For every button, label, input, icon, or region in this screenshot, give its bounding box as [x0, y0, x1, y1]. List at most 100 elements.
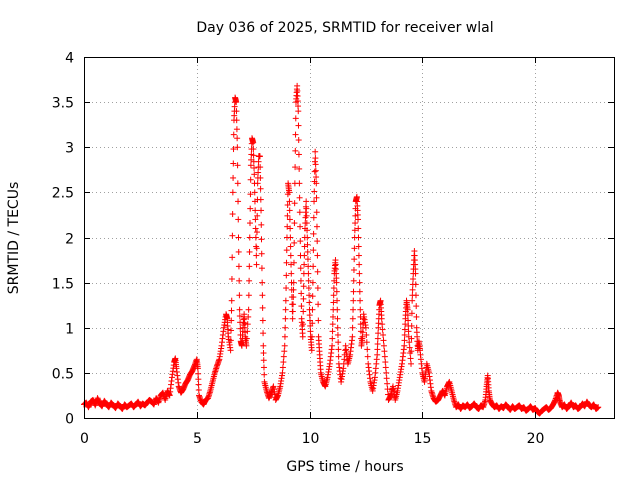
data-point	[281, 333, 288, 340]
data-point	[258, 236, 265, 243]
data-point	[295, 122, 302, 129]
y-tick-label: 1.5	[52, 277, 74, 293]
data-point	[334, 324, 341, 331]
data-point	[300, 283, 307, 290]
data-point	[335, 339, 342, 346]
data-point	[401, 326, 408, 333]
data-point	[315, 317, 322, 324]
data-point	[284, 212, 291, 219]
data-point	[235, 198, 242, 205]
data-point	[228, 327, 235, 334]
data-point	[313, 180, 320, 187]
data-point	[308, 347, 315, 354]
data-point	[233, 126, 240, 133]
data-point	[292, 115, 299, 122]
data-point	[286, 207, 293, 214]
data-point	[195, 370, 202, 377]
data-point	[230, 131, 237, 138]
data-point	[229, 254, 236, 261]
data-point	[235, 263, 242, 270]
data-point	[310, 247, 317, 254]
data-point	[227, 347, 234, 354]
data-point	[310, 230, 317, 237]
data-point	[408, 322, 415, 329]
data-point	[282, 306, 289, 313]
data-point	[290, 286, 297, 293]
x-tick-label: 0	[80, 431, 89, 447]
data-point	[260, 330, 267, 337]
data-point	[313, 209, 320, 216]
data-point	[405, 328, 412, 335]
data-point	[305, 277, 312, 284]
data-point	[304, 234, 311, 241]
data-point	[408, 348, 415, 355]
data-point	[330, 292, 337, 299]
data-point	[246, 234, 253, 241]
data-point	[401, 331, 408, 338]
y-tick-label: 0	[65, 412, 74, 428]
x-tick-label: 10	[302, 431, 320, 447]
data-point	[380, 331, 387, 338]
data-point	[303, 198, 310, 205]
data-point	[302, 209, 309, 216]
data-point	[355, 252, 362, 259]
data-point	[258, 221, 265, 228]
data-point	[297, 223, 304, 230]
data-point	[195, 381, 202, 388]
data-point	[329, 321, 336, 328]
data-point	[227, 337, 234, 344]
data-point	[229, 232, 236, 239]
data-point	[356, 288, 363, 295]
y-tick-label: 1	[65, 322, 74, 338]
data-point	[355, 216, 362, 223]
data-point	[374, 340, 381, 347]
data-point	[296, 180, 303, 187]
data-point	[230, 174, 237, 181]
data-point	[404, 306, 411, 313]
data-point	[299, 333, 306, 340]
data-point	[364, 346, 371, 353]
data-point	[408, 335, 415, 342]
data-point	[235, 234, 242, 241]
data-point	[287, 243, 294, 250]
data-point	[254, 212, 261, 219]
data-point	[412, 281, 419, 288]
data-point	[303, 205, 310, 212]
data-point	[413, 303, 420, 310]
data-point	[295, 137, 302, 144]
data-point	[282, 315, 289, 322]
data-point	[252, 216, 259, 223]
data-point	[283, 247, 290, 254]
data-point	[307, 328, 314, 335]
data-point	[313, 194, 320, 201]
data-point	[260, 350, 267, 357]
data-point	[246, 220, 253, 227]
data-point	[246, 248, 253, 255]
data-point	[312, 148, 319, 155]
data-point	[259, 292, 266, 299]
data-point	[257, 196, 264, 203]
data-point	[254, 180, 261, 187]
data-point	[305, 285, 312, 292]
chart-title: Day 036 of 2025, SRMTID for receiver wla…	[196, 20, 493, 36]
data-point	[291, 220, 298, 227]
data-point	[233, 108, 240, 115]
data-point	[195, 376, 202, 383]
data-point	[258, 250, 265, 257]
data-point	[195, 387, 202, 394]
data-point	[279, 369, 286, 376]
data-point	[309, 293, 316, 300]
y-tick-label: 2.5	[52, 186, 74, 202]
x-tick-label: 5	[193, 431, 202, 447]
data-point	[294, 98, 301, 105]
data-point	[259, 304, 266, 311]
data-point	[287, 225, 294, 232]
data-point	[301, 261, 308, 268]
data-point	[259, 317, 266, 324]
data-point	[229, 189, 236, 196]
data-point	[260, 364, 267, 371]
data-point	[244, 328, 251, 335]
data-point	[296, 194, 303, 201]
data-point	[253, 252, 260, 259]
data-point	[236, 277, 243, 284]
